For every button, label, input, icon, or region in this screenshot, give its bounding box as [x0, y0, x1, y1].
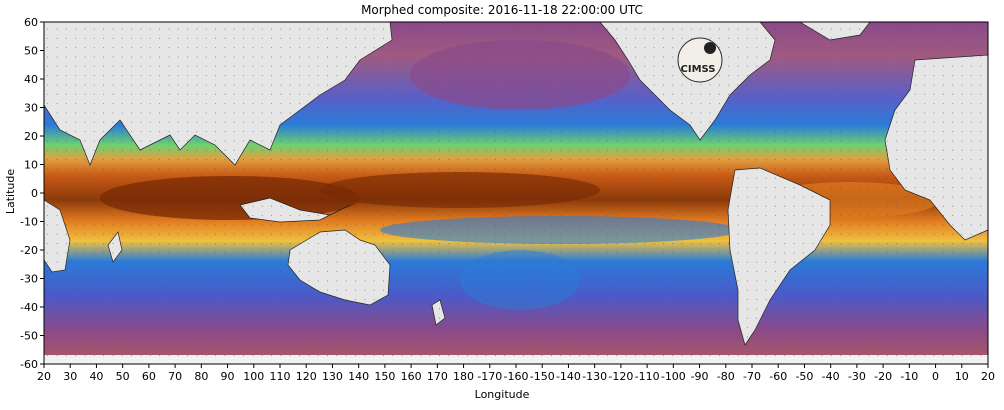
- x-tick-label: -10: [900, 370, 918, 383]
- y-tick-label: -50: [20, 330, 38, 343]
- y-tick-label: 40: [24, 73, 38, 86]
- x-tick-label: 40: [89, 370, 103, 383]
- x-tick-label: -120: [608, 370, 633, 383]
- x-tick-label: -50: [795, 370, 813, 383]
- x-tick-label: 10: [955, 370, 969, 383]
- x-tick-label: 50: [116, 370, 130, 383]
- x-tick-label: 80: [194, 370, 208, 383]
- x-tick-label: 160: [401, 370, 422, 383]
- x-tick-label: -150: [530, 370, 555, 383]
- x-tick-label: -90: [691, 370, 709, 383]
- x-tick-label: -110: [635, 370, 660, 383]
- cimss-logo: CIMSS: [677, 37, 723, 83]
- x-ticks: 20 30 40 50 60 70 80 90 100 110 120 130 140 150 160 170…: [37, 364, 995, 383]
- x-tick-label: -160: [504, 370, 529, 383]
- x-tick-label: -140: [556, 370, 581, 383]
- y-tick-label: 60: [24, 16, 38, 29]
- y-tick-label: 30: [24, 102, 38, 115]
- x-tick-label: 60: [142, 370, 156, 383]
- x-tick-label: -170: [477, 370, 502, 383]
- x-tick-label: -60: [769, 370, 787, 383]
- x-tick-label: 0: [932, 370, 939, 383]
- x-tick-label: 20: [981, 370, 995, 383]
- y-tick-label: -60: [20, 358, 38, 371]
- x-axis-label: Longitude: [474, 388, 530, 401]
- x-tick-label: -40: [822, 370, 840, 383]
- y-tick-label: 10: [24, 159, 38, 172]
- y-tick-label: -10: [20, 216, 38, 229]
- x-tick-label: -30: [848, 370, 866, 383]
- y-tick-label: -20: [20, 244, 38, 257]
- x-tick-label: 70: [168, 370, 182, 383]
- map-title: Morphed composite: 2016-11-18 22:00:00 U…: [361, 3, 643, 17]
- x-tick-label: 170: [427, 370, 448, 383]
- y-tick-label: -40: [20, 301, 38, 314]
- x-tick-label: 130: [322, 370, 343, 383]
- plot-area: CIMSS: [43, 21, 989, 365]
- x-tick-label: -80: [717, 370, 735, 383]
- x-tick-label: 30: [63, 370, 77, 383]
- grid-dots: [44, 22, 988, 364]
- x-tick-label: -20: [874, 370, 892, 383]
- x-tick-label: -70: [743, 370, 761, 383]
- x-tick-label: 90: [221, 370, 235, 383]
- y-tick-label: 20: [24, 130, 38, 143]
- x-tick-label: 140: [348, 370, 369, 383]
- logo-text: CIMSS: [681, 64, 716, 75]
- y-tick-label: 50: [24, 45, 38, 58]
- x-tick-label: -130: [582, 370, 607, 383]
- x-tick-label: 180: [453, 370, 474, 383]
- x-tick-label: 120: [296, 370, 317, 383]
- x-tick-label: -100: [661, 370, 686, 383]
- x-tick-label: 150: [374, 370, 395, 383]
- y-tick-label: 0: [31, 187, 38, 200]
- y-tick-label: -30: [20, 273, 38, 286]
- y-ticks: 60 50 40 30 20 10 0 -10 -20 -30 -40 -50 -60: [20, 16, 44, 371]
- x-tick-label: 100: [243, 370, 264, 383]
- x-tick-label: 110: [270, 370, 291, 383]
- x-tick-label: 20: [37, 370, 51, 383]
